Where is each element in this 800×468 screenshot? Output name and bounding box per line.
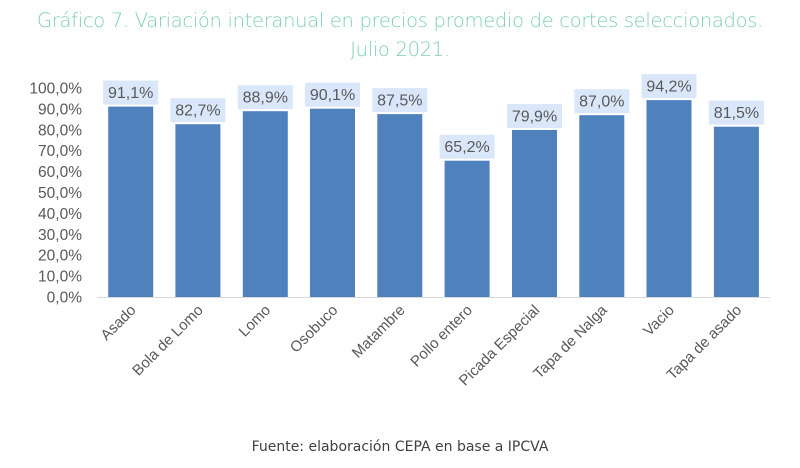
data-label: 90,1% [310, 87, 355, 104]
y-axis: 0,0% 10,0% 20,0% 30,0% 40,0% 50,0% 60,0% 70,0% 8… [29, 81, 82, 307]
y-tick-label: 70,0% [38, 143, 82, 160]
data-label-background [708, 100, 764, 125]
data-label-background [103, 80, 159, 105]
x-tick-label: Lomo [236, 302, 275, 341]
chart-title: Gráfico 7. Variación interanual en preci… [0, 6, 800, 64]
bar-pollo-entero [444, 160, 490, 297]
bar-asado [108, 106, 154, 297]
y-tick-label: 80,0% [38, 122, 82, 139]
source-note: Fuente: elaboración CEPA en base a IPCVA [251, 439, 549, 455]
data-label: 87,5% [377, 93, 422, 110]
data-label-background [170, 98, 226, 123]
y-tick-label: 90,0% [38, 101, 82, 118]
y-tick-label: 100,0% [29, 81, 82, 98]
y-tick-label: 0,0% [47, 290, 83, 307]
chart-subtitle: Julio 2021. [350, 38, 450, 61]
bar-chart: 0,0% 10,0% 20,0% 30,0% 40,0% 50,0% 60,0% 70,0% 8… [29, 74, 770, 389]
data-label-background [305, 82, 360, 107]
x-tick-label: Osobuco [287, 302, 341, 356]
data-label: 91,1% [108, 85, 153, 102]
data-label: 81,5% [714, 105, 759, 122]
data-label: 94,2% [646, 79, 691, 96]
x-tick-label: Matambre [349, 302, 409, 362]
data-label: 88,9% [243, 90, 288, 107]
data-label: 82,7% [175, 103, 220, 120]
data-label: 65,2% [444, 139, 489, 156]
data-label-background [237, 85, 293, 110]
y-tick-label: 60,0% [38, 164, 82, 181]
data-label-background [439, 134, 495, 159]
bar-tapa-de-asado [713, 126, 759, 297]
y-tick-label: 20,0% [38, 248, 82, 265]
data-label-background [574, 89, 630, 114]
bar-vacio [646, 100, 692, 297]
data-label-background [507, 104, 562, 128]
bar-lomo [242, 111, 288, 297]
y-tick-label: 40,0% [38, 206, 82, 223]
bar-osobuco [310, 108, 355, 297]
y-tick-label: 50,0% [38, 185, 82, 202]
bar-bola-de-lomo [175, 124, 221, 297]
bar-tapa-de-nalga [579, 115, 625, 297]
y-tick-label: 30,0% [38, 227, 82, 244]
bar-matambre [377, 114, 423, 297]
bar-picada-especial [512, 130, 557, 297]
bars: 91,1% 82,7% 88,9% 90,1% 87,5% 65,2% 79,9% 87,0%… [103, 74, 764, 297]
x-tick-label: Asado [97, 302, 139, 344]
chart-title-line1: Gráfico 7. Variación interanual en preci… [36, 9, 763, 32]
data-label: 87,0% [579, 94, 624, 111]
data-label-background [641, 74, 697, 99]
data-label: 79,9% [512, 109, 557, 126]
x-tick-label: Bola de Lomo [129, 302, 206, 379]
data-label-background [372, 88, 428, 113]
y-tick-label: 10,0% [38, 269, 82, 286]
x-tick-label: Vacio [640, 302, 678, 340]
x-tick-label: Pollo entero [407, 302, 476, 371]
